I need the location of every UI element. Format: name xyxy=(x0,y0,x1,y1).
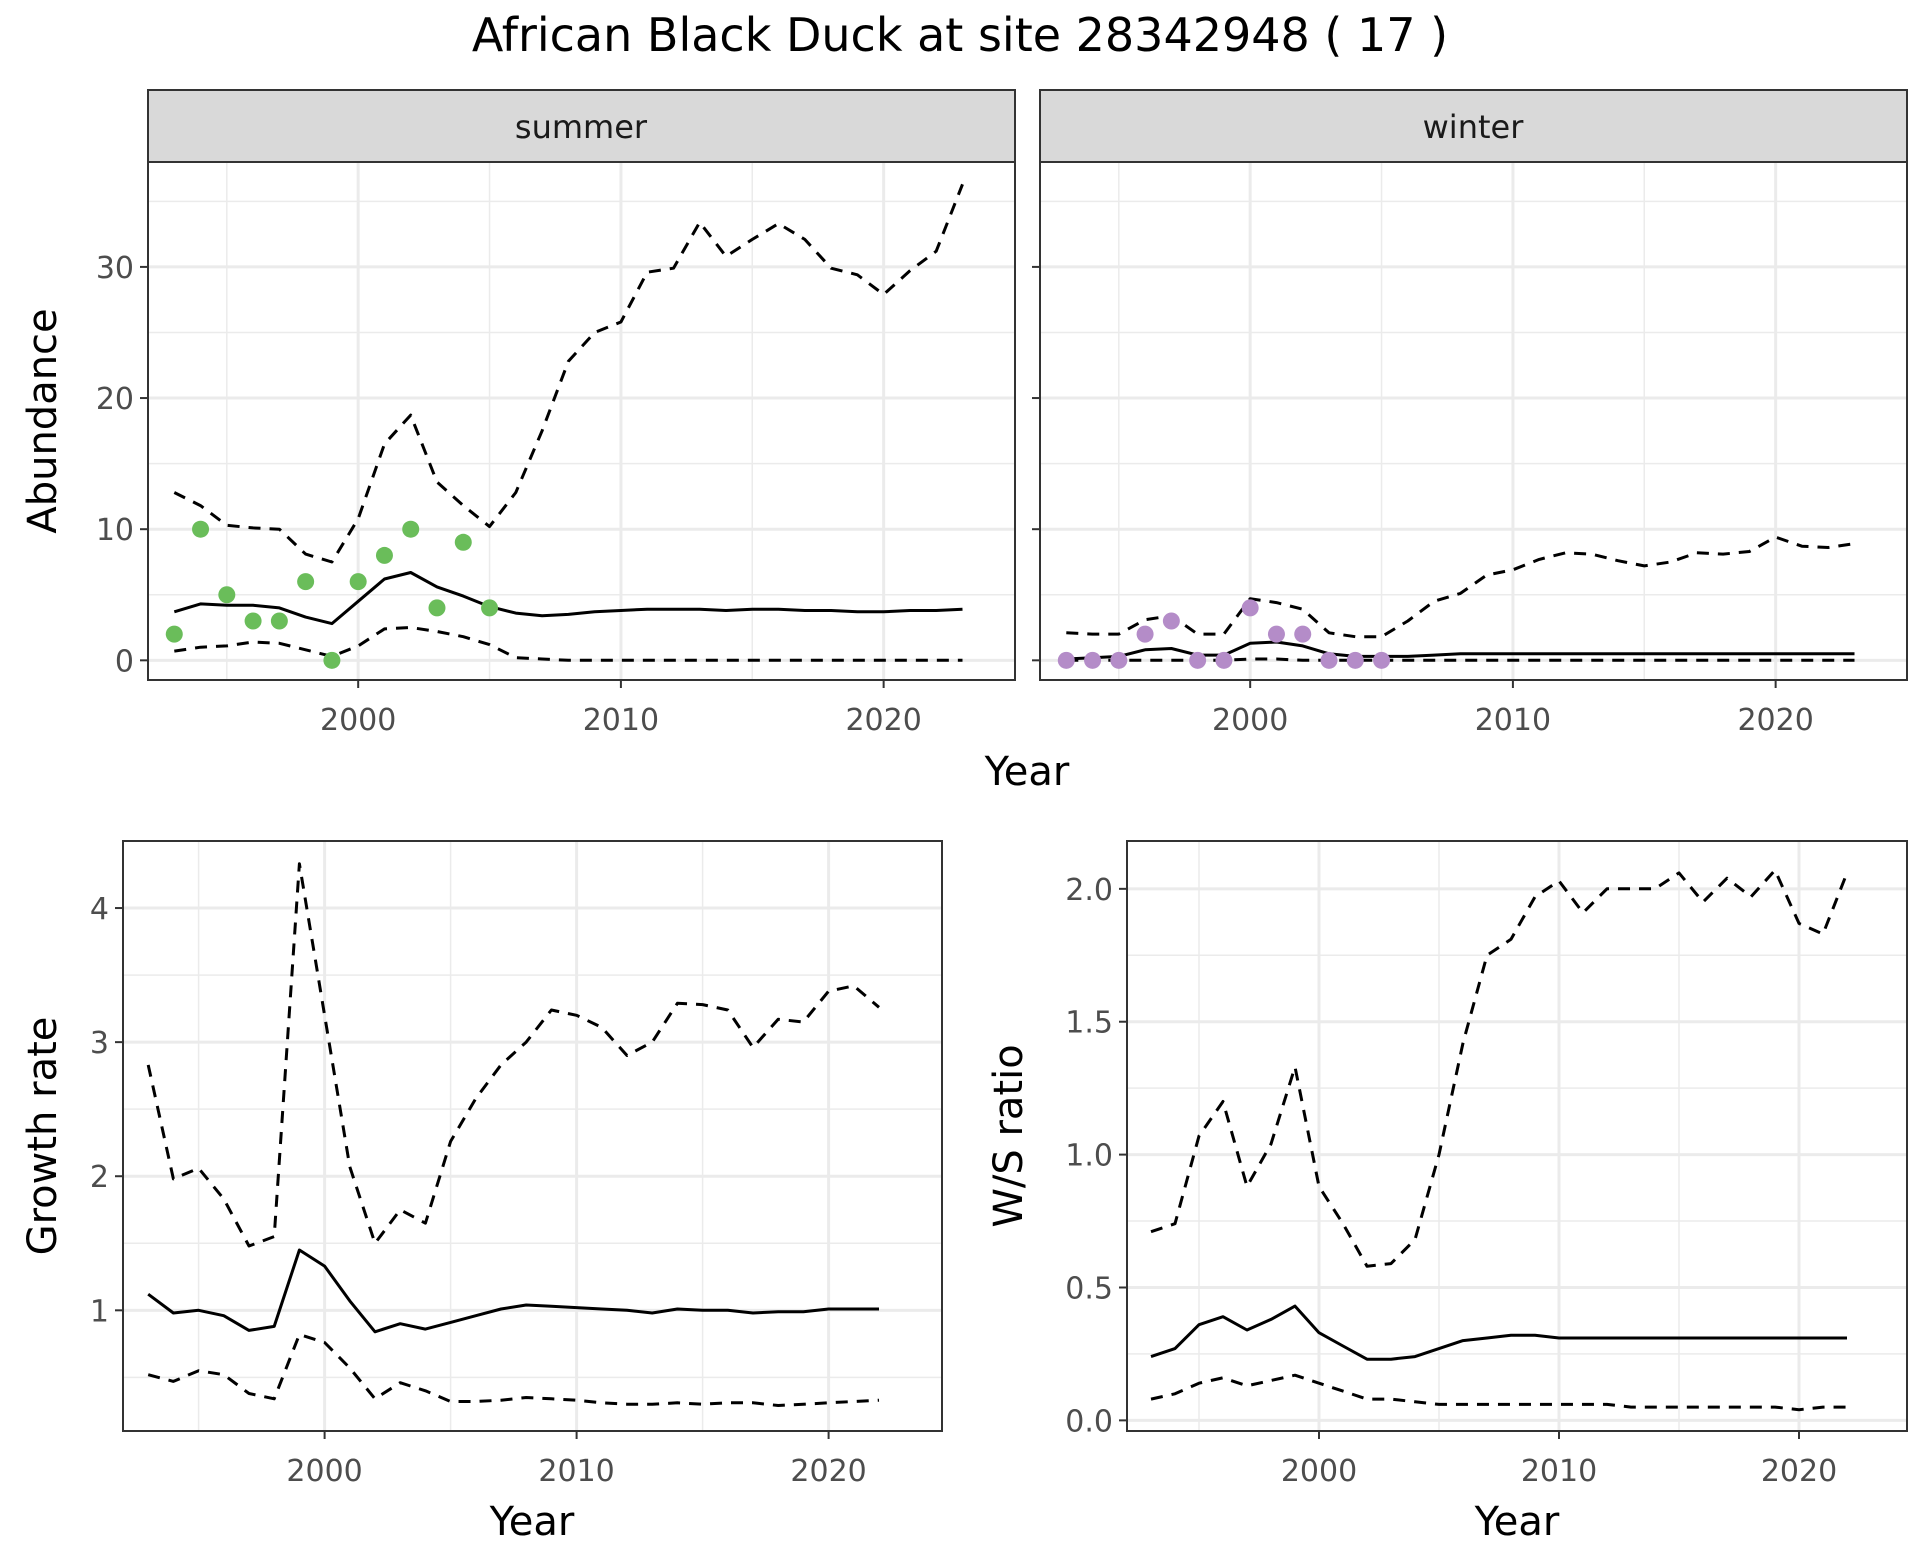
ratio-panel-border xyxy=(1126,840,1908,1432)
growth-tick-label-y: 2 xyxy=(90,1160,109,1195)
summer-tick-label-y: 20 xyxy=(96,382,134,417)
summer-tick-label-x: 2010 xyxy=(583,703,659,738)
summer-observation-point xyxy=(244,612,262,630)
winter-observation-point xyxy=(1215,651,1233,669)
winter-observation-point xyxy=(1057,651,1075,669)
winter-estimate-line xyxy=(1066,640,1855,661)
winter-observation-point xyxy=(1294,625,1312,643)
summer-observation-point xyxy=(428,599,446,617)
ratio-tick-label-y: 1.5 xyxy=(1065,1006,1113,1041)
ratio-tick-label-y: 1.0 xyxy=(1065,1139,1113,1174)
growth-upper-line xyxy=(146,862,880,1248)
winter-observation-point xyxy=(1110,651,1128,669)
panel-summer: summer 2000 2010 2020 0 10 20 30 xyxy=(96,89,1016,738)
winter-observation-point xyxy=(1267,625,1285,643)
growth-ylabel: Growth rate xyxy=(20,1017,66,1256)
summer-tick-label-y: 30 xyxy=(96,251,134,286)
top-xlabel: Year xyxy=(984,749,1070,795)
ratio-tick-label-y: 2.0 xyxy=(1065,873,1113,908)
winter-observation-point xyxy=(1346,651,1364,669)
summer-tick-label-x: 2000 xyxy=(320,703,396,738)
summer-upper-line xyxy=(173,183,964,564)
summer-observation-point xyxy=(192,520,210,538)
summer-estimate-line xyxy=(173,571,963,626)
summer-observation-point xyxy=(165,625,183,643)
ratio-tick-label-x: 2000 xyxy=(1281,1454,1357,1489)
growth-tick-label-y: 4 xyxy=(90,892,109,927)
summer-observation-point xyxy=(454,533,472,551)
summer-tick-label-y: 10 xyxy=(96,513,134,548)
ratio-tick-label-x: 2020 xyxy=(1761,1454,1837,1489)
summer-observation-point xyxy=(270,612,288,630)
winter-observation-point xyxy=(1162,612,1180,630)
winter-panel-border xyxy=(1039,161,1908,681)
growth-tick-label-y: 3 xyxy=(90,1026,109,1061)
top-ylabel: Abundance xyxy=(20,308,66,533)
ratio-lower-line xyxy=(1150,1373,1847,1412)
growth-plot-area: 2000 2010 2020 1 2 3 4 xyxy=(90,841,942,1489)
ratio-xlabel: Year xyxy=(1474,1499,1560,1545)
growth-tick-label-x: 2010 xyxy=(538,1454,614,1489)
growth-tick-label-x: 2000 xyxy=(286,1454,362,1489)
ratio-upper-line xyxy=(1150,868,1849,1268)
summer-tick-label-x: 2020 xyxy=(845,703,921,738)
winter-upper-line xyxy=(1066,535,1855,639)
ratio-ylabel: W/S ratio xyxy=(986,1044,1032,1227)
winter-observation-point xyxy=(1373,651,1391,669)
strip-winter-label: winter xyxy=(1423,108,1525,146)
winter-tick-label-x: 2010 xyxy=(1475,703,1551,738)
ratio-tick-label-y: 0.5 xyxy=(1065,1271,1113,1306)
chart-title: African Black Duck at site 28342948 ( 17… xyxy=(471,8,1449,62)
winter-tick-label-x: 2000 xyxy=(1212,703,1288,738)
summer-observation-point xyxy=(323,651,341,669)
summer-observation-point xyxy=(297,573,315,591)
growth-panel-border xyxy=(122,840,943,1432)
summer-observation-point xyxy=(481,599,499,617)
winter-tick-label-x: 2020 xyxy=(1737,703,1813,738)
summer-lower-line xyxy=(174,626,963,662)
panel-ws-ratio: 2000 2010 2020 0.0 0.5 1.0 1.5 2.0 W/S ratio Ye… xyxy=(986,840,1908,1545)
growth-tick-label-y: 1 xyxy=(90,1294,109,1329)
ratio-tick-label-y: 0.0 xyxy=(1065,1404,1113,1439)
growth-lower-line xyxy=(147,1333,880,1407)
winter-observation-point xyxy=(1136,625,1154,643)
growth-tick-label-x: 2020 xyxy=(790,1454,866,1489)
winter-observation-point xyxy=(1320,651,1338,669)
growth-xlabel: Year xyxy=(489,1499,575,1545)
ratio-estimate-line xyxy=(1150,1304,1847,1361)
summer-observation-point xyxy=(349,573,367,591)
panel-winter: winter 2000 2010 2020 xyxy=(1032,89,1908,738)
panel-growth-rate: 2000 2010 2020 1 2 3 4 Growth rate Year xyxy=(20,840,943,1545)
strip-summer-bg xyxy=(147,89,1016,163)
summer-panel-border xyxy=(147,161,1016,681)
winter-observation-point xyxy=(1084,651,1102,669)
summer-plot-area: 2000 2010 2020 0 10 20 30 xyxy=(96,162,1015,738)
winter-observation-point xyxy=(1241,599,1259,617)
summer-observation-point xyxy=(375,546,393,564)
ratio-tick-label-x: 2010 xyxy=(1521,1454,1597,1489)
growth-estimate-line xyxy=(147,1248,879,1334)
strip-summer-label: summer xyxy=(515,108,648,146)
winter-plot-area: 2000 2010 2020 xyxy=(1032,162,1907,738)
ratio-plot-area: 2000 2010 2020 0.0 0.5 1.0 1.5 2.0 xyxy=(1065,841,1907,1489)
summer-observation-point xyxy=(218,586,236,604)
strip-winter-bg xyxy=(1039,89,1908,163)
summer-tick-label-y: 0 xyxy=(115,644,134,679)
winter-observation-point xyxy=(1189,651,1207,669)
summer-observation-point xyxy=(402,520,420,538)
